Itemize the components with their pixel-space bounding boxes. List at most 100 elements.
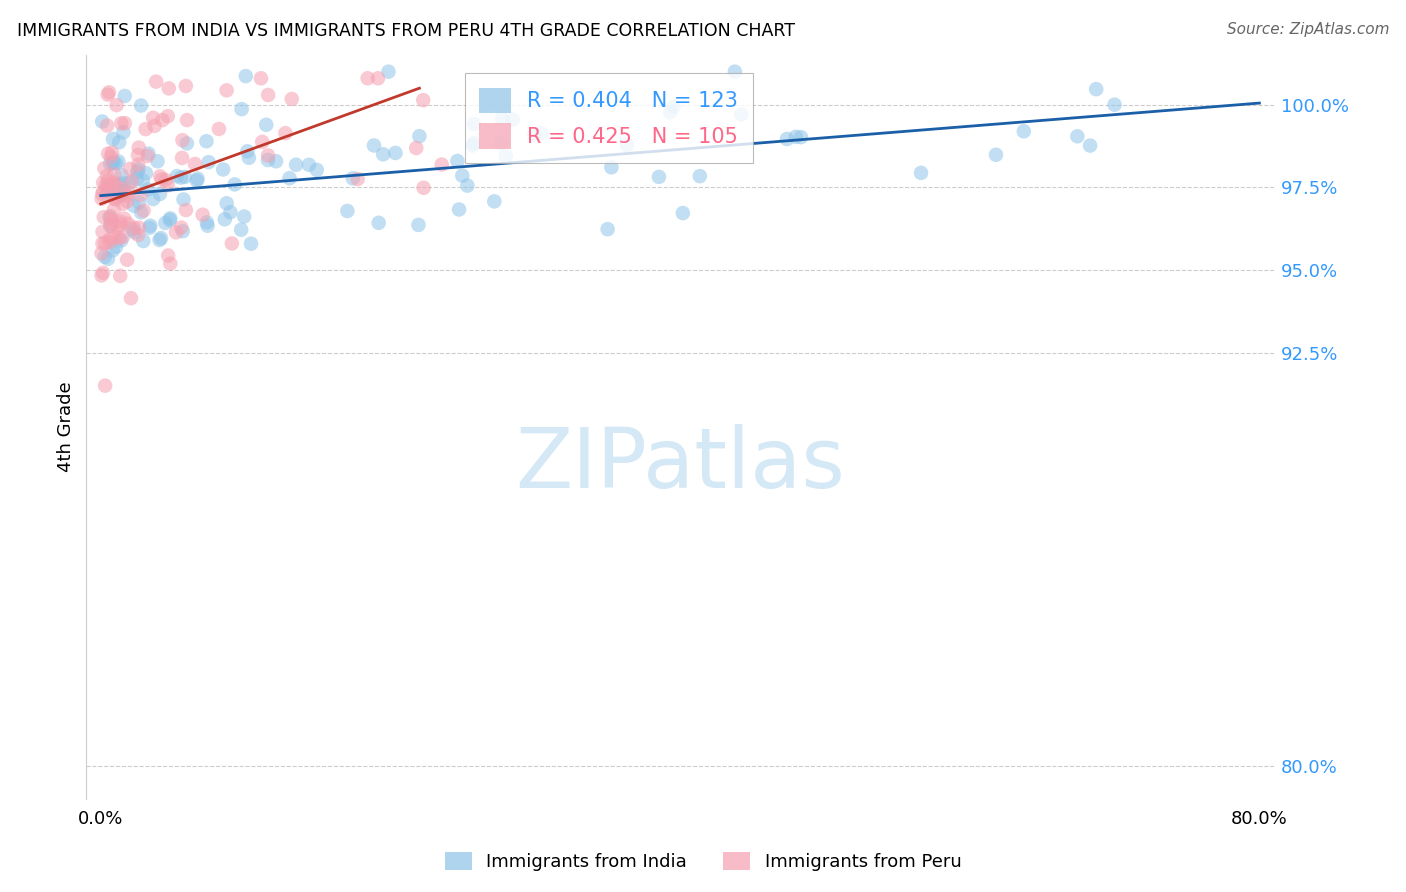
Point <box>257 148 280 162</box>
Point <box>120 291 142 305</box>
Point <box>100 219 122 233</box>
Point <box>790 130 813 145</box>
Point <box>502 112 524 127</box>
Point <box>101 244 124 258</box>
Point <box>461 138 484 153</box>
Point <box>114 116 136 130</box>
Point <box>384 145 406 160</box>
Point <box>166 169 188 183</box>
Point <box>156 178 179 193</box>
Point <box>672 206 695 220</box>
Point <box>93 250 115 264</box>
Point <box>342 171 364 186</box>
Point <box>121 222 143 236</box>
Point <box>274 126 297 140</box>
Point <box>129 205 152 219</box>
Point <box>100 212 122 227</box>
Point <box>101 178 124 192</box>
Point <box>103 155 125 169</box>
Point <box>662 100 685 114</box>
Point <box>298 158 321 172</box>
Point <box>785 129 807 144</box>
Point <box>159 256 181 270</box>
Point <box>118 176 141 190</box>
Point <box>159 213 181 227</box>
Point <box>122 199 145 213</box>
Point <box>138 146 160 161</box>
Point <box>90 192 112 206</box>
Point <box>264 154 287 169</box>
Point <box>356 71 378 86</box>
Point <box>94 178 117 193</box>
Point <box>128 195 150 210</box>
Point <box>142 192 165 206</box>
Point <box>117 217 139 231</box>
Point <box>724 64 747 78</box>
Point <box>115 252 138 267</box>
Point <box>125 172 148 186</box>
Point <box>127 158 149 172</box>
Point <box>108 268 131 283</box>
Point <box>146 154 169 169</box>
Point <box>128 140 150 154</box>
Point <box>138 220 160 235</box>
Point <box>143 119 166 133</box>
Point <box>231 102 253 116</box>
Point <box>127 148 149 162</box>
Point <box>135 122 157 136</box>
Point <box>97 174 120 188</box>
Point <box>128 220 150 235</box>
Point <box>224 178 246 192</box>
Point <box>118 186 141 200</box>
Point <box>170 151 193 165</box>
Point <box>112 176 135 190</box>
Point <box>105 156 128 170</box>
Point <box>730 107 752 121</box>
Point <box>108 231 131 245</box>
Point <box>172 224 194 238</box>
Point <box>97 87 120 102</box>
Point <box>91 114 114 128</box>
Point <box>118 161 141 176</box>
Point <box>172 133 194 147</box>
Point <box>156 109 179 123</box>
Point <box>659 105 682 120</box>
Point <box>108 177 131 191</box>
Point <box>93 161 115 176</box>
Point <box>128 162 150 177</box>
Point <box>129 98 152 112</box>
Point <box>91 176 114 190</box>
Point <box>463 117 485 131</box>
Point <box>105 190 128 204</box>
Point <box>367 71 389 86</box>
Point <box>187 171 209 186</box>
Point <box>91 187 114 202</box>
Point <box>148 233 170 247</box>
Point <box>157 248 180 262</box>
Point <box>405 141 427 155</box>
Point <box>346 172 368 186</box>
Point <box>104 230 127 244</box>
Point <box>215 196 238 211</box>
Point <box>115 188 138 202</box>
Point <box>142 111 165 125</box>
Point <box>110 218 132 232</box>
Point <box>236 145 259 159</box>
Point <box>103 167 125 181</box>
Point <box>132 234 155 248</box>
Point <box>689 169 711 183</box>
Point <box>1085 82 1108 96</box>
Point <box>101 156 124 170</box>
Point <box>97 184 120 198</box>
Point <box>96 169 118 183</box>
Point <box>231 223 253 237</box>
Point <box>235 69 257 83</box>
Point <box>523 128 546 142</box>
Point <box>127 165 149 179</box>
Point <box>90 246 112 260</box>
Point <box>176 113 198 128</box>
Point <box>152 113 174 128</box>
Point <box>149 231 172 245</box>
Point <box>105 240 128 254</box>
Point <box>101 132 124 146</box>
